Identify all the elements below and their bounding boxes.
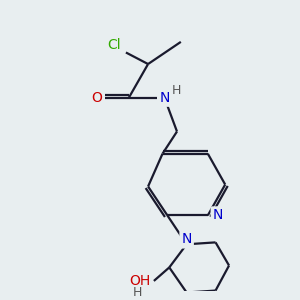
Text: Cl: Cl bbox=[107, 38, 121, 52]
Text: N: N bbox=[182, 232, 192, 247]
Text: N: N bbox=[213, 208, 223, 222]
Text: O: O bbox=[92, 91, 102, 105]
Text: H: H bbox=[133, 286, 142, 299]
Text: H: H bbox=[171, 84, 181, 97]
Text: N: N bbox=[159, 91, 170, 105]
Text: OH: OH bbox=[130, 274, 151, 288]
